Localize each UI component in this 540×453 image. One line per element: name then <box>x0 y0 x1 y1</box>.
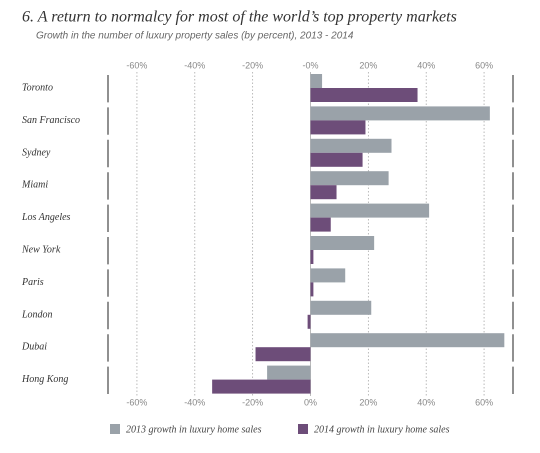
bar <box>310 120 366 135</box>
bar <box>310 185 337 200</box>
bar <box>310 282 314 297</box>
chart-subtitle: Growth in the number of luxury property … <box>36 31 354 42</box>
bar <box>310 171 389 186</box>
bar <box>310 217 331 232</box>
x-tick-label: -20% <box>242 397 263 407</box>
x-tick-label-top: 20% <box>359 60 377 70</box>
category-label: Toronto <box>22 82 53 93</box>
category-label: Dubai <box>21 342 47 353</box>
bar <box>310 138 392 153</box>
x-tick-label-top: 40% <box>417 60 435 70</box>
x-tick-label: 0% <box>304 397 317 407</box>
x-tick-label-top: -0% <box>302 60 318 70</box>
x-tick-label: 40% <box>417 397 435 407</box>
x-tick-label: 20% <box>359 397 377 407</box>
bar <box>310 152 363 167</box>
legend-label: 2013 growth in luxury home sales <box>126 424 262 435</box>
x-tick-label-top: -60% <box>126 60 147 70</box>
bar <box>310 250 314 264</box>
x-tick-label: -60% <box>126 397 147 407</box>
category-label: Hong Kong <box>21 374 68 385</box>
category-label: San Francisco <box>22 115 80 126</box>
category-label: Paris <box>21 277 44 288</box>
legend-swatch <box>298 424 308 434</box>
x-tick-label-top: -40% <box>184 60 205 70</box>
category-label: Los Angeles <box>21 212 71 223</box>
legend-swatch <box>110 424 120 434</box>
x-tick-label: -40% <box>184 397 205 407</box>
category-label: Miami <box>21 180 48 191</box>
bar <box>307 314 311 329</box>
category-label: London <box>21 309 53 320</box>
bar <box>310 88 418 102</box>
bar <box>212 379 311 394</box>
bar <box>310 236 375 250</box>
bar <box>255 347 311 362</box>
x-tick-label: 60% <box>475 397 493 407</box>
category-label: Sydney <box>22 147 51 158</box>
x-tick-label-top: -20% <box>242 60 263 70</box>
category-label: New York <box>21 244 61 255</box>
x-tick-label-top: 60% <box>475 60 493 70</box>
bar <box>267 365 311 380</box>
bar <box>310 74 323 88</box>
bar <box>310 333 505 348</box>
bar <box>310 300 372 315</box>
chart-title: 6. A return to normalcy for most of the … <box>22 9 457 26</box>
bar <box>310 203 430 218</box>
legend-label: 2014 growth in luxury home sales <box>314 424 450 435</box>
bar <box>310 268 346 283</box>
bar <box>310 106 490 121</box>
